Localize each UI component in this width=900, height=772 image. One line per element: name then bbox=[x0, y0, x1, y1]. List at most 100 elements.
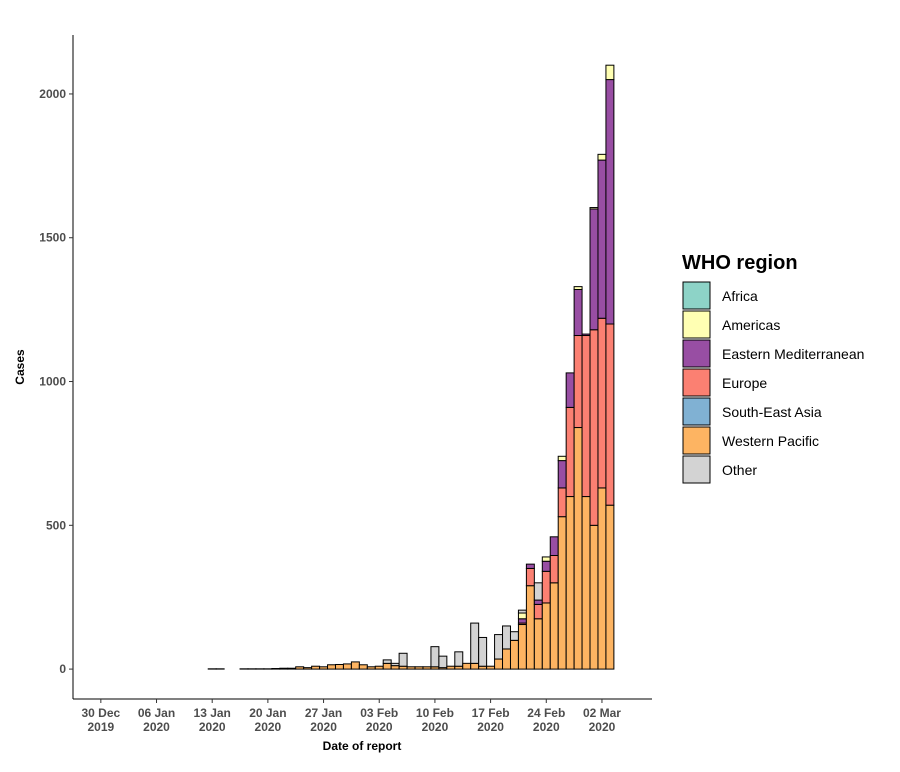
legend-swatch bbox=[682, 310, 711, 339]
bar-segment bbox=[517, 624, 527, 670]
legend-swatch bbox=[682, 368, 711, 397]
x-axis-label: Date of report bbox=[323, 739, 402, 753]
bar-segment bbox=[541, 602, 551, 670]
bar-segment bbox=[390, 665, 400, 670]
bar-segment bbox=[541, 570, 551, 604]
bar-segment bbox=[494, 658, 504, 670]
bar-segment bbox=[462, 662, 472, 670]
legend-swatch bbox=[682, 397, 711, 426]
bar-segment bbox=[605, 79, 615, 325]
bar-segment bbox=[517, 609, 527, 614]
bar-segment bbox=[358, 664, 368, 670]
bar-segment bbox=[494, 634, 504, 660]
bar-segment bbox=[565, 496, 575, 670]
x-tick-label: 24 Feb 2020 bbox=[527, 706, 565, 734]
legend-swatch bbox=[682, 455, 711, 484]
legend-title: WHO region bbox=[682, 252, 798, 274]
bar-segment bbox=[414, 666, 424, 670]
bar-segment bbox=[342, 663, 352, 670]
bar-segment bbox=[517, 618, 527, 624]
bar-segment bbox=[303, 667, 313, 670]
bar-segment bbox=[581, 333, 591, 337]
bar-segment bbox=[438, 655, 448, 669]
y-tick-label: 500 bbox=[46, 518, 66, 532]
bar-segment bbox=[470, 622, 480, 664]
bar-segment bbox=[390, 662, 400, 667]
bar-segment bbox=[446, 665, 456, 670]
bar-segment bbox=[525, 567, 535, 587]
bar-segment bbox=[374, 665, 384, 670]
bar-segment bbox=[605, 504, 615, 670]
bar-segment bbox=[549, 555, 559, 584]
bar-segment bbox=[533, 603, 543, 620]
bar-segment bbox=[589, 208, 599, 331]
bar-segment bbox=[573, 427, 583, 670]
bar-segment bbox=[557, 516, 567, 670]
legend-label: Europe bbox=[722, 375, 767, 391]
legend-swatch bbox=[682, 426, 711, 455]
bar-segment bbox=[589, 329, 599, 526]
x-tick-label: 02 Mar 2020 bbox=[583, 706, 621, 734]
bar-segment bbox=[517, 612, 527, 620]
bar-segment bbox=[533, 582, 543, 601]
bar-segment bbox=[557, 487, 567, 518]
bar-segment bbox=[589, 524, 599, 670]
x-tick-label: 30 Dec 2019 bbox=[81, 706, 120, 734]
x-tick-label: 10 Feb 2020 bbox=[416, 706, 454, 734]
bar-segment bbox=[382, 659, 392, 664]
x-tick-label: 20 Jan 2020 bbox=[249, 706, 286, 734]
bar-segment bbox=[470, 662, 480, 670]
bar-segment bbox=[430, 646, 440, 668]
bar-segment bbox=[334, 663, 344, 670]
bar-segment bbox=[605, 64, 615, 81]
bar-segment bbox=[525, 585, 535, 670]
bar-segment bbox=[597, 487, 607, 670]
bar-segment bbox=[573, 288, 583, 337]
legend-label: Other bbox=[722, 462, 757, 478]
y-tick-label: 1500 bbox=[39, 231, 66, 245]
bar-segment bbox=[319, 666, 329, 670]
bar-segment bbox=[502, 648, 511, 670]
bar-segment bbox=[271, 668, 281, 670]
y-axis-label: Cases bbox=[13, 349, 27, 385]
x-tick-label: 17 Feb 2020 bbox=[472, 706, 510, 734]
bar-segment bbox=[589, 207, 599, 210]
bar-segment bbox=[509, 631, 519, 641]
bar-segment bbox=[581, 496, 591, 670]
bar-segment bbox=[350, 661, 360, 670]
bar-segment bbox=[549, 582, 559, 670]
bar-segment bbox=[295, 666, 305, 670]
bar-segment bbox=[279, 667, 289, 670]
y-tick-label: 1000 bbox=[39, 375, 66, 389]
bar-segment bbox=[327, 664, 336, 670]
legend-label: South-East Asia bbox=[722, 404, 822, 420]
x-tick-label: 06 Jan 2020 bbox=[138, 706, 175, 734]
bar-segment bbox=[581, 335, 591, 498]
bar-segment bbox=[454, 651, 464, 667]
bar-segment bbox=[541, 556, 551, 562]
bar-segment bbox=[311, 665, 321, 670]
bar-segment bbox=[573, 335, 583, 429]
bar-segment bbox=[287, 667, 297, 670]
x-tick-label: 03 Feb 2020 bbox=[360, 706, 398, 734]
legend-label: Americas bbox=[722, 317, 780, 333]
legend-swatch bbox=[682, 281, 711, 310]
bar-segment bbox=[366, 666, 376, 670]
y-tick-label: 0 bbox=[59, 662, 66, 676]
bar-segment bbox=[422, 666, 432, 670]
legend-label: Western Pacific bbox=[722, 433, 819, 449]
bar-segment bbox=[478, 636, 488, 667]
bar-segment bbox=[486, 665, 496, 670]
legend-swatch bbox=[682, 339, 711, 368]
bar-segment bbox=[565, 406, 575, 498]
bar-segment bbox=[597, 317, 607, 489]
bar-segment bbox=[565, 372, 575, 408]
bar-segment bbox=[533, 618, 543, 670]
legend-label: Africa bbox=[722, 288, 758, 304]
bar-segment bbox=[382, 662, 392, 670]
y-tick-label: 2000 bbox=[39, 87, 66, 101]
bar-segment bbox=[533, 599, 543, 605]
bar-segment bbox=[605, 323, 615, 506]
bar-segment bbox=[398, 652, 408, 667]
